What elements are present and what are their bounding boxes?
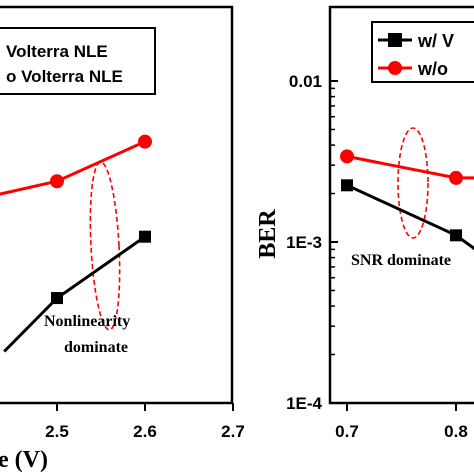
right-plot-frame: [328, 5, 474, 405]
left-x-axis-label: e (V): [0, 447, 48, 473]
left-series-line-2: [0, 140, 146, 196]
right-annotation: SNR dominate: [351, 252, 451, 269]
left-legend-box: [0, 27, 156, 95]
left-dashed-ellipse: [89, 161, 121, 331]
left-series-line-1: [3, 235, 146, 353]
left-x-tick-label: 2.6: [133, 422, 157, 441]
right-y-ticks: 0.01 1E-3 1E-4: [286, 72, 338, 413]
right-legend-box: [371, 21, 474, 83]
left-data-point: [51, 292, 63, 305]
left-legend-entry-2: o Volterra NLE: [6, 67, 123, 86]
right-y-tick-label: 1E-4: [286, 394, 322, 413]
left-plot-frame: [0, 5, 234, 405]
left-x-ticks: 2.5 2.6 2.7: [45, 403, 245, 441]
left-data-point: [138, 134, 152, 149]
right-data-point: [449, 170, 463, 185]
left-panel: 2.5 2.6 2.7 e (V) Volterra NLE o Volterra …: [0, 5, 245, 473]
right-y-tick-label: 0.01: [289, 72, 322, 91]
right-data-point: [450, 229, 462, 242]
right-x-ticks: 0.7 0.8: [335, 403, 468, 441]
left-x-tick-label: 2.7: [221, 422, 245, 441]
right-data-point: [340, 149, 354, 164]
right-dashed-ellipse: [397, 127, 429, 239]
right-legend-entry-1: w/ V: [417, 31, 454, 51]
left-legend-entry-1: Volterra NLE: [6, 42, 108, 61]
right-y-tick-label: 1E-3: [286, 233, 322, 252]
right-x-tick-label: 0.7: [335, 422, 359, 441]
right-y-axis-label: BER: [255, 209, 281, 259]
left-annotation-line-2: dominate: [64, 339, 128, 356]
left-data-point: [139, 230, 151, 243]
right-legend-marker-1: [388, 33, 402, 47]
right-data-point: [341, 179, 353, 192]
left-data-point: [50, 174, 64, 189]
right-legend-entry-2: w/o: [417, 59, 448, 79]
right-series-group: [340, 149, 474, 251]
left-x-tick-label: 2.5: [45, 422, 69, 441]
right-panel: 0.01 1E-3 1E-4 0.7 0.8 BER w/ V w/o SNR dom…: [255, 5, 474, 441]
right-x-tick-label: 0.8: [444, 422, 468, 441]
left-series-group: [0, 134, 152, 353]
left-annotation-line-1: Nonlinearity: [44, 313, 130, 330]
right-legend-marker-2: [388, 61, 402, 75]
